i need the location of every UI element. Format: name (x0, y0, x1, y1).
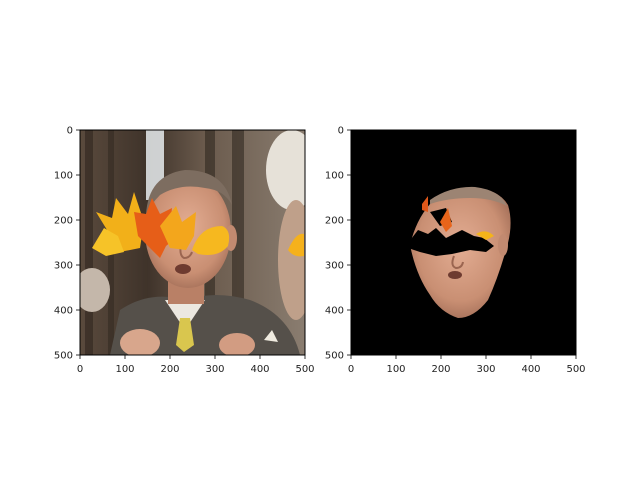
y-tick-label: 300 (54, 261, 73, 272)
y-tick-label: 500 (54, 351, 73, 362)
hand (219, 333, 255, 355)
ear (498, 234, 508, 256)
background-stripe (85, 130, 93, 355)
y-tick-label: 100 (325, 171, 344, 182)
masked-image (351, 130, 576, 355)
background-person-body (278, 200, 305, 320)
y-tick-label: 400 (54, 306, 73, 317)
leaf-yellow-icon (192, 226, 230, 255)
original-image-panel: 0 100 200 300 400 500 0 100 200 300 400 500 (54, 126, 315, 376)
x-tick-label: 400 (250, 364, 269, 375)
x-tick-label: 200 (431, 364, 450, 375)
x-tick-label: 100 (115, 364, 134, 375)
leaf-yellow-icon (288, 233, 304, 257)
x-tick-label: 300 (205, 364, 224, 375)
background-person (80, 268, 110, 312)
hair (146, 170, 232, 215)
hair-region (430, 186, 507, 206)
x-tick-label: 500 (566, 364, 585, 375)
axes-ticks: 0 100 200 300 400 500 0 100 200 300 400 500 (325, 126, 586, 376)
x-tick-label: 100 (386, 364, 405, 375)
x-tick-label: 0 (77, 364, 83, 375)
background-person-hair (266, 130, 305, 210)
leaf-fragment (422, 196, 428, 212)
mouth (448, 271, 462, 279)
mouth (175, 264, 191, 274)
x-tick-label: 300 (476, 364, 495, 375)
y-tick-label: 500 (325, 351, 344, 362)
y-tick-label: 0 (67, 126, 73, 137)
axes-frame (79, 129, 306, 356)
axes-frame (350, 129, 577, 356)
leaf-yellow-icon (92, 228, 124, 256)
x-tick-label: 400 (521, 364, 540, 375)
masked-face-panel: 0 100 200 300 400 500 0 100 200 300 400 500 (325, 126, 586, 376)
x-tick-label: 0 (348, 364, 354, 375)
y-tick-label: 300 (325, 261, 344, 272)
axes-ticks: 0 100 200 300 400 500 0 100 200 300 400 500 (54, 126, 315, 376)
hand (120, 329, 160, 355)
y-tick-label: 0 (338, 126, 344, 137)
pocket-square (264, 330, 278, 342)
occluded-region (405, 228, 494, 256)
x-tick-label: 500 (295, 364, 314, 375)
shirt-collar (165, 300, 205, 330)
leaf-yellow-icon (96, 192, 144, 252)
photo (80, 130, 305, 355)
y-tick-label: 200 (54, 216, 73, 227)
face-region (410, 188, 511, 318)
x-tick-label: 200 (160, 364, 179, 375)
tie (176, 318, 194, 352)
leaf-fragment (476, 231, 494, 240)
y-tick-label: 400 (325, 306, 344, 317)
leaves-occluder (92, 192, 304, 258)
leaf-fragment (440, 208, 452, 232)
nose (451, 255, 464, 270)
leaf-orange-icon (134, 198, 178, 258)
y-tick-label: 200 (325, 216, 344, 227)
y-tick-label: 100 (54, 171, 73, 182)
leaf-yellow-icon (160, 206, 196, 250)
